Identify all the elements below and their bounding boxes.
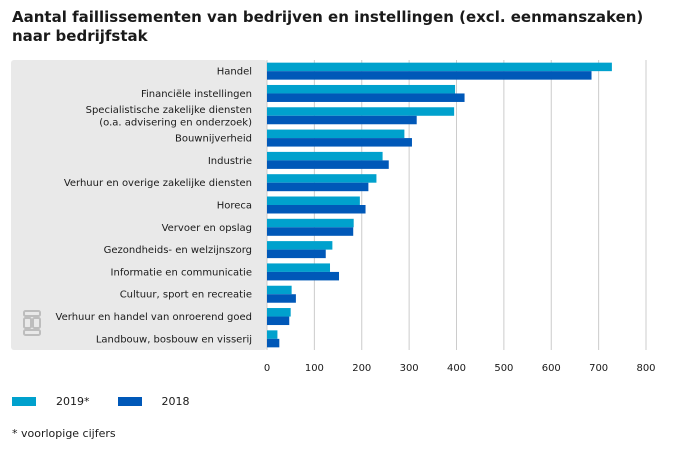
category-label: (o.a. advisering en onderzoek)	[99, 118, 252, 129]
legend: 2019* 2018	[12, 395, 218, 408]
x-tick-label: 0	[264, 363, 270, 374]
logo-stroke	[23, 329, 41, 336]
category-label: Bouwnijverheid	[175, 134, 252, 145]
legend-item-2018: 2018	[117, 395, 190, 408]
legend-swatch-2018	[117, 397, 142, 406]
legend-label-2018: 2018	[161, 395, 190, 408]
bar-2019	[267, 84, 456, 94]
bar-2019	[267, 151, 383, 161]
bar-2019	[267, 218, 354, 228]
bar-2018	[267, 71, 592, 80]
category-label: Verhuur en handel van onroerend goed	[56, 312, 252, 323]
logo-stroke	[32, 317, 41, 329]
legend-label-2019: 2019*	[56, 395, 90, 408]
bar-2019	[267, 107, 455, 116]
bars	[267, 62, 612, 348]
chart-title-line-1: Aantal faillissementen van bedrijven en …	[12, 8, 644, 26]
cbs-logo-icon	[23, 310, 41, 336]
category-label: Financiële instellingen	[141, 89, 252, 100]
category-label: Handel	[217, 67, 252, 78]
chart-title-line-2: naar bedrijfstak	[12, 27, 148, 45]
bar-2018	[267, 338, 280, 348]
category-label: Specialistische zakelijke diensten	[86, 105, 252, 116]
bar-2019	[267, 263, 331, 272]
category-labels: Handel Financiële instellingen Specialisti…	[56, 67, 253, 346]
x-tick-label: 700	[589, 363, 608, 374]
bar-2018	[267, 294, 296, 303]
x-tick-label: 300	[400, 363, 419, 374]
x-tick-label: 500	[494, 363, 513, 374]
footnote: * voorlopige cijfers	[12, 427, 116, 440]
bar-2018	[267, 160, 389, 169]
x-axis-ticks: 0 100 200 300 400 500 600 700 800	[264, 363, 656, 374]
category-label-panel	[11, 60, 267, 350]
bar-chart: Handel Financiële instellingen Specialisti…	[11, 60, 656, 374]
bar-2019	[267, 330, 278, 339]
bar-2018	[267, 182, 369, 192]
bar-2018	[267, 115, 417, 125]
x-tick-label: 100	[305, 363, 324, 374]
logo-stroke	[23, 317, 32, 329]
bar-2018	[267, 93, 465, 102]
x-tick-label: 800	[636, 363, 655, 374]
bar-2018	[267, 227, 354, 236]
x-tick-label: 600	[542, 363, 561, 374]
bar-2019	[267, 241, 333, 250]
x-tick-label: 400	[447, 363, 466, 374]
bar-2018	[267, 316, 290, 326]
category-label: Informatie en communicatie	[111, 267, 252, 278]
bar-2019	[267, 174, 377, 183]
bar-2018	[267, 249, 326, 259]
x-tick-label: 200	[352, 363, 371, 374]
category-label: Vervoer en opslag	[162, 223, 252, 234]
bar-2019	[267, 62, 612, 72]
legend-swatch-2019	[12, 397, 36, 406]
bar-2018	[267, 138, 412, 147]
bar-2019	[267, 129, 405, 139]
category-label: Cultuur, sport en recreatie	[120, 290, 252, 301]
bar-2019	[267, 285, 292, 295]
bar-2019	[267, 308, 291, 317]
category-label: Horeca	[217, 201, 252, 212]
logo-stroke	[23, 310, 41, 317]
category-label: Landbouw, bosbouw en visserij	[96, 334, 252, 345]
category-label: Industrie	[208, 156, 252, 167]
legend-item-2019: 2019*	[12, 395, 90, 408]
category-label: Verhuur en overige zakelijke diensten	[64, 178, 252, 189]
bar-2018	[267, 271, 340, 281]
category-label: Gezondheids- en welzijnszorg	[104, 245, 252, 256]
bar-2019	[267, 196, 360, 205]
bar-2018	[267, 205, 366, 214]
chart-title: Aantal faillissementen van bedrijven en …	[12, 8, 672, 46]
